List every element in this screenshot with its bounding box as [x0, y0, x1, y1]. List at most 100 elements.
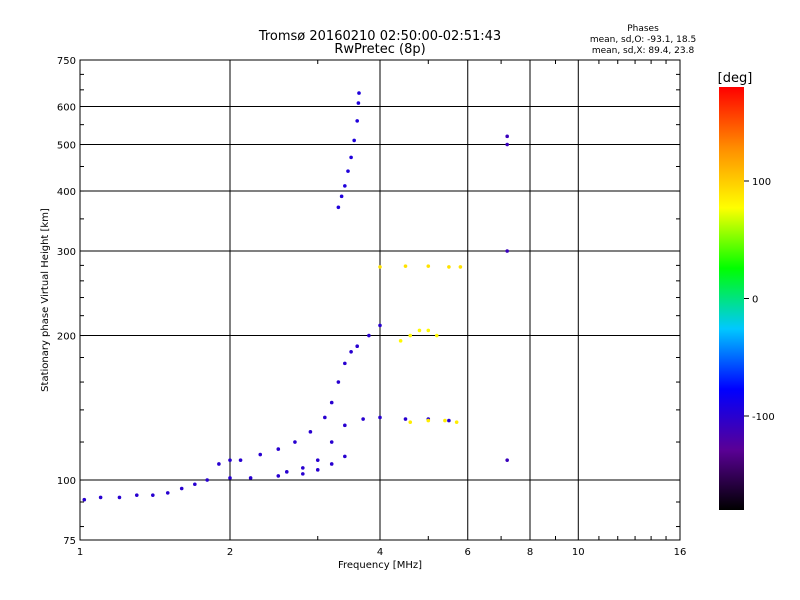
data-point — [361, 417, 365, 421]
data-point — [343, 184, 347, 188]
data-point — [193, 482, 197, 487]
y-tick-label: 400 — [57, 187, 76, 198]
data-point — [248, 476, 253, 480]
colorbar-tick-label: 0 — [752, 295, 758, 306]
data-point — [343, 454, 347, 459]
data-point — [276, 474, 281, 478]
data-point — [454, 420, 459, 424]
y-tick-label: 500 — [57, 141, 76, 152]
data-point — [343, 361, 347, 366]
chart-subtitle: RwPretec (8p) — [334, 42, 425, 57]
data-point — [434, 333, 439, 338]
data-point — [329, 400, 334, 405]
data-point — [117, 495, 122, 500]
data-point — [505, 458, 509, 462]
x-tick-label: 16 — [674, 547, 687, 558]
data-point — [378, 415, 382, 420]
data-point — [443, 418, 447, 423]
data-point — [205, 478, 209, 482]
colorbar-label: [deg] — [718, 71, 753, 86]
data-point — [367, 333, 371, 338]
data-point — [315, 468, 320, 472]
x-tick-label: 6 — [465, 547, 471, 558]
y-axis-label: Stationary phase Virtual Height [km] — [40, 208, 51, 392]
data-point — [505, 142, 509, 147]
data-point — [301, 472, 305, 476]
y-tick-label: 750 — [57, 56, 76, 67]
data-point — [447, 418, 451, 423]
data-point — [98, 495, 103, 500]
x-tick-label: 1 — [77, 547, 83, 558]
data-point — [336, 380, 341, 384]
x-axis-label: Frequency [MHz] — [338, 560, 422, 571]
data-point — [352, 138, 356, 143]
data-point — [378, 323, 382, 328]
stats-o-line: mean, sd,O: -93.1, 18.5 — [590, 35, 696, 45]
data-point — [349, 155, 353, 160]
data-point — [403, 417, 408, 421]
data-point — [238, 458, 243, 462]
stats-x-line: mean, sd,X: 89.4, 23.8 — [592, 46, 695, 56]
data-point — [308, 430, 313, 434]
data-point — [228, 458, 232, 462]
y-tick-label: 75 — [63, 536, 76, 547]
data-point — [134, 493, 139, 497]
x-tick-label: 10 — [572, 547, 585, 558]
data-point — [323, 415, 327, 420]
data-point — [284, 470, 289, 474]
data-point — [343, 423, 347, 428]
data-point — [417, 328, 422, 333]
data-point — [426, 264, 431, 268]
data-point — [408, 420, 413, 424]
data-point — [408, 333, 413, 338]
x-tick-label: 4 — [377, 547, 383, 558]
colorbar-tick-label: -100 — [752, 412, 775, 423]
data-point — [179, 486, 184, 491]
x-axis-ticks: 1 2 4 6 8 10 16 — [77, 60, 687, 558]
data-point — [357, 91, 361, 95]
data-point — [426, 418, 431, 423]
data-point — [276, 447, 281, 451]
data-point — [355, 344, 359, 349]
y-tick-label: 200 — [57, 332, 76, 343]
data-point — [329, 462, 334, 466]
stats-heading: Phases — [627, 24, 659, 34]
grid-lines — [80, 60, 680, 540]
data-point — [339, 194, 344, 199]
data-point — [228, 476, 232, 480]
chart-title: Tromsø 20160210 02:50:00-02:51:43 — [258, 29, 501, 44]
y-tick-label: 600 — [57, 103, 76, 114]
data-point — [346, 169, 350, 173]
x-tick-label: 2 — [227, 547, 233, 558]
colorbar-ticks: 100 0 -100 — [744, 177, 775, 423]
data-point — [258, 452, 263, 457]
data-point — [315, 458, 320, 462]
data-point — [426, 328, 431, 333]
data-point — [151, 493, 155, 497]
plot-frame — [79, 59, 681, 541]
y-axis-ticks: 75 100 200 300 400 500 600 750 — [57, 56, 680, 547]
y-tick-label: 300 — [57, 247, 76, 258]
data-point — [217, 462, 221, 466]
data-point — [398, 339, 403, 343]
data-point — [301, 466, 305, 470]
data-point — [458, 265, 463, 269]
colorbar — [719, 87, 744, 510]
data-point — [82, 497, 87, 502]
y-tick-label: 100 — [57, 476, 76, 487]
data-point — [329, 440, 334, 444]
data-point — [447, 265, 451, 269]
data-point — [356, 101, 361, 105]
data-point — [378, 265, 382, 269]
data-point — [336, 205, 341, 210]
data-point — [355, 119, 359, 123]
colorbar-tick-label: 100 — [752, 177, 771, 188]
data-point — [293, 440, 297, 444]
x-tick-label: 8 — [527, 547, 533, 558]
data-point — [165, 491, 170, 495]
data-point — [505, 134, 509, 139]
data-points — [82, 91, 509, 502]
data-point — [349, 349, 353, 354]
data-point — [403, 264, 408, 268]
